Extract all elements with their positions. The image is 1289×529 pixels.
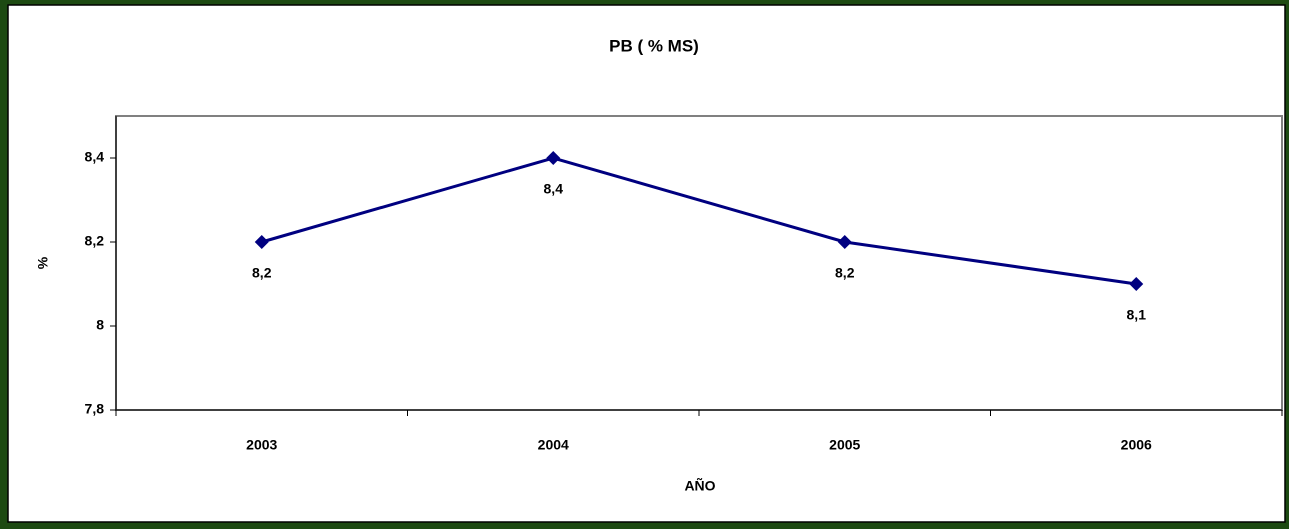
data-point [837,235,852,249]
x-tick-label: 2003 [246,437,277,453]
y-tick-label: 8,4 [85,149,105,165]
plot-area [115,115,1283,411]
chart-title: PB ( % MS) [609,36,699,55]
data-point [546,151,561,165]
data-label: 8,1 [1127,307,1147,323]
x-axis-label: AÑO [684,477,715,494]
data-label: 8,2 [835,265,855,281]
x-tick-label: 2006 [1121,437,1152,453]
y-tick-label: 8,2 [85,233,105,249]
series-line [261,156,1137,286]
data-label: 8,4 [544,181,564,197]
data-label: 8,2 [252,265,272,281]
x-tick-label: 2004 [538,437,569,453]
y-tick-label: 7,8 [85,401,105,417]
y-axis-label: % [35,256,51,269]
y-tick-label: 8 [96,317,104,333]
data-point [254,235,269,249]
x-tick-label: 2005 [829,437,860,453]
data-point [1129,277,1144,291]
